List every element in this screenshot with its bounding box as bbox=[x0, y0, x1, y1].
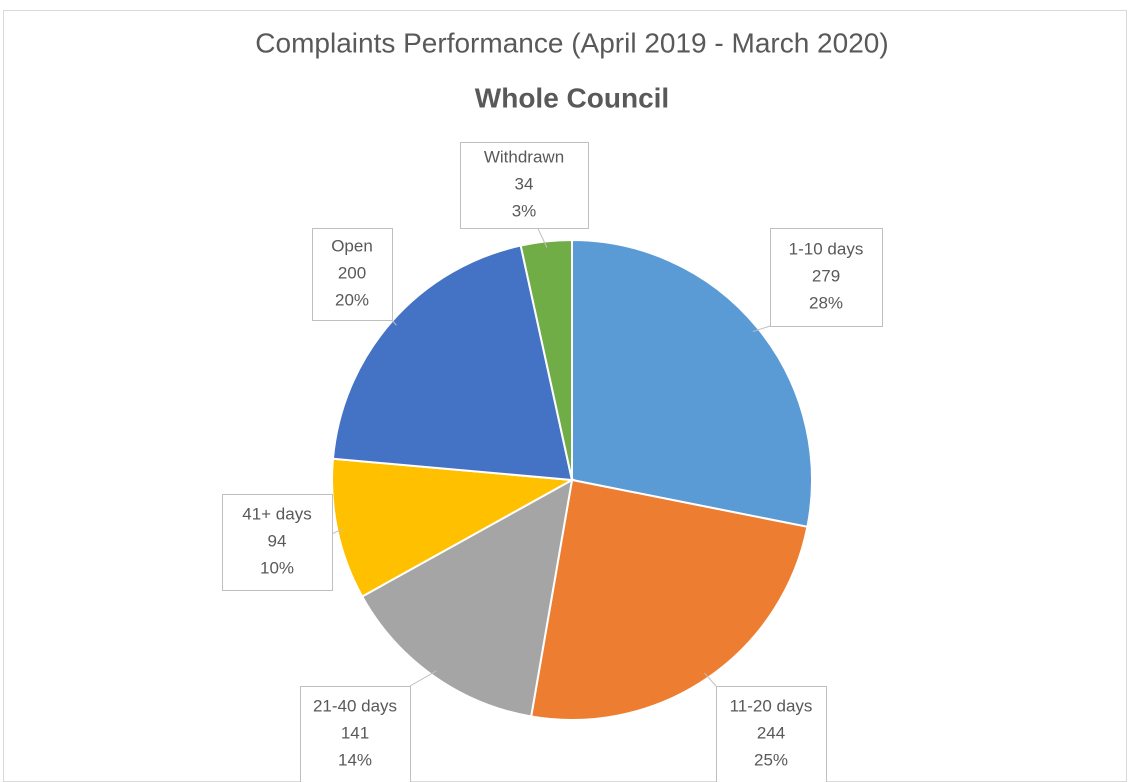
label-value: 34 bbox=[515, 174, 534, 193]
pie-slice bbox=[519, 238, 573, 481]
label-leader bbox=[704, 672, 717, 687]
label-box bbox=[716, 686, 827, 782]
label-name: 11-20 days bbox=[730, 696, 813, 715]
label-value: 279 bbox=[812, 266, 840, 285]
label-percent: 3% bbox=[512, 201, 537, 220]
label-name: 21-40 days bbox=[313, 696, 397, 715]
label-percent: 14% bbox=[338, 750, 372, 769]
label-percent: 28% bbox=[809, 293, 843, 312]
label-box bbox=[770, 228, 883, 327]
label-name: Open bbox=[331, 236, 373, 255]
label-box bbox=[460, 142, 589, 229]
label-leader bbox=[752, 325, 771, 333]
label-value: 200 bbox=[338, 263, 366, 282]
chart-subtitle: Whole Council bbox=[475, 82, 669, 113]
label-leader bbox=[331, 528, 344, 535]
pie-slice bbox=[571, 238, 813, 528]
label-name: Withdrawn bbox=[484, 147, 564, 166]
label-leader bbox=[537, 227, 548, 248]
pie-slice bbox=[331, 457, 576, 598]
label-value: 94 bbox=[268, 531, 287, 550]
label-value: 244 bbox=[757, 723, 785, 742]
label-percent: 20% bbox=[335, 290, 369, 309]
pie-slice bbox=[530, 478, 809, 721]
label-percent: 10% bbox=[260, 558, 294, 577]
label-leader bbox=[409, 670, 437, 687]
pie-slice bbox=[331, 244, 574, 482]
label-value: 141 bbox=[341, 723, 369, 742]
label-name: 1-10 days bbox=[789, 239, 864, 258]
label-name: 41+ days bbox=[242, 504, 311, 523]
chart-title: Complaints Performance (April 2019 - Mar… bbox=[255, 27, 888, 58]
label-box bbox=[300, 686, 411, 782]
label-percent: 25% bbox=[754, 750, 788, 769]
label-box bbox=[222, 494, 333, 591]
pie-slice bbox=[360, 478, 574, 718]
label-box bbox=[312, 228, 393, 321]
